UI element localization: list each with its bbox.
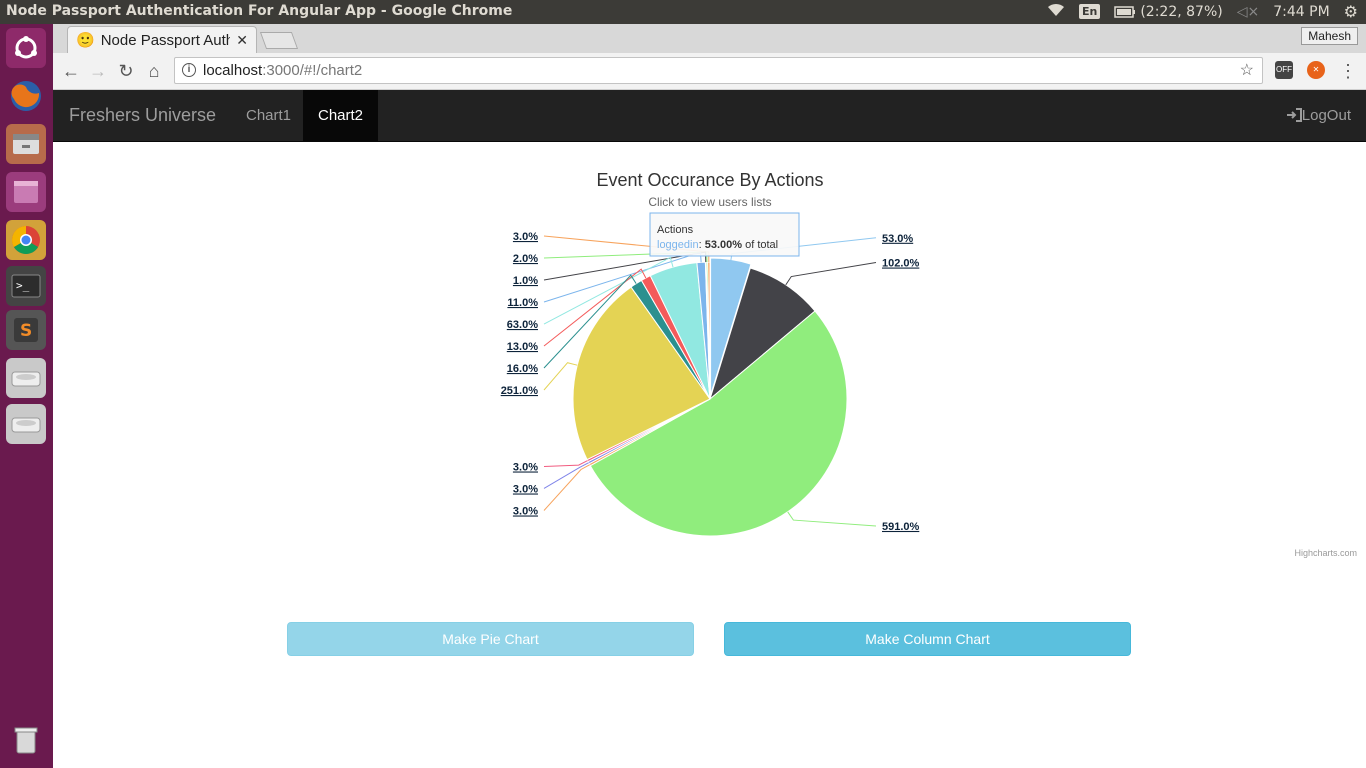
pie-chart: Event Occurance By Actions Click to view… xyxy=(501,170,920,537)
slice-data-label[interactable]: 16.0% xyxy=(507,363,538,375)
profile-button[interactable]: Mahesh xyxy=(1301,27,1358,45)
slice-data-label[interactable]: 591.0% xyxy=(882,521,920,533)
connector-line xyxy=(543,256,674,325)
slice-data-label[interactable]: 2.0% xyxy=(513,253,538,265)
svg-text:S: S xyxy=(20,321,32,341)
chrome-icon[interactable] xyxy=(6,220,46,260)
app-navbar: Freshers Universe Chart1 Chart2 LogOut xyxy=(53,90,1366,142)
tooltip-series: Actions xyxy=(657,224,694,236)
slice-data-label[interactable]: 3.0% xyxy=(513,505,538,517)
pie-slice[interactable] xyxy=(589,310,848,537)
window-title: Node Passport Authentication For Angular… xyxy=(6,3,513,19)
slice-data-label[interactable]: 3.0% xyxy=(513,231,538,243)
chart-subtitle: Click to view users lists xyxy=(648,195,771,209)
terminal-icon[interactable]: >_ xyxy=(6,266,46,306)
slice-data-label[interactable]: 63.0% xyxy=(507,319,538,331)
clock[interactable]: 7:44 PM xyxy=(1273,3,1330,20)
smiley-favicon-icon: 🙂 xyxy=(76,32,95,49)
drive-icon[interactable] xyxy=(6,404,46,444)
extension-off-icon[interactable]: OFF xyxy=(1275,61,1293,79)
extension-icon[interactable]: ✕ xyxy=(1307,61,1325,79)
make-pie-chart-button[interactable]: Make Pie Chart xyxy=(287,622,694,656)
connector-line xyxy=(543,268,647,347)
drive-icon[interactable] xyxy=(6,358,46,398)
svg-text:>_: >_ xyxy=(16,279,30,292)
pie-slice[interactable] xyxy=(572,286,711,461)
chart-title: Event Occurance By Actions xyxy=(596,170,823,190)
connector-line xyxy=(543,464,591,511)
slice-data-label[interactable]: 53.0% xyxy=(882,233,913,245)
back-arrow-icon[interactable]: ← xyxy=(62,61,80,81)
slice-data-label[interactable]: 102.0% xyxy=(882,258,920,270)
workspace-switcher-icon[interactable] xyxy=(6,172,46,212)
battery-text: (2:22, 87%) xyxy=(1140,3,1223,20)
chart-tooltip: Actions loggedin: 53.00% of total xyxy=(649,212,800,257)
system-tray: En (2:22, 87%) ◁× 7:44 PM ⚙ xyxy=(1047,2,1358,21)
bookmark-star-icon[interactable]: ☆ xyxy=(1239,62,1254,79)
tab-strip: 🙂 Node Passport Authentication For Angul… xyxy=(53,24,1366,53)
tooltip-value: 53.00% xyxy=(705,239,743,251)
slice-data-label[interactable]: 1.0% xyxy=(513,275,538,287)
slice-data-label[interactable]: 13.0% xyxy=(507,341,538,353)
unity-launcher: >_ S xyxy=(0,24,53,768)
tab-title: Node Passport Authentication For Angular… xyxy=(100,31,231,49)
firefox-icon[interactable] xyxy=(6,76,46,116)
pie-slice[interactable] xyxy=(709,267,816,401)
url-path: :3000/#!/chart2 xyxy=(262,62,363,79)
slice-data-label[interactable]: 3.0% xyxy=(513,483,538,495)
url-host: localhost xyxy=(203,62,263,79)
connector-line xyxy=(787,511,877,527)
pie-slice[interactable] xyxy=(707,261,711,400)
battery-icon xyxy=(1114,5,1136,18)
volume-muted-icon[interactable]: ◁× xyxy=(1236,3,1260,20)
logout-label: LogOut xyxy=(1301,107,1351,124)
tooltip-line: loggedin: 53.00% of total xyxy=(657,239,778,251)
connector-line xyxy=(543,362,578,391)
battery-indicator[interactable]: (2:22, 87%) xyxy=(1114,3,1223,20)
settings-gear-icon[interactable]: ⚙ xyxy=(1343,2,1358,21)
forward-arrow-icon[interactable]: → xyxy=(89,61,107,81)
files-icon[interactable] xyxy=(6,124,46,164)
make-column-chart-button[interactable]: Make Column Chart xyxy=(724,622,1131,656)
connector-line xyxy=(543,462,589,489)
address-bar[interactable]: i localhost:3000/#!/chart2 ☆ xyxy=(174,57,1263,84)
pie-chart-container: Event Occurance By Actions Click to view… xyxy=(53,142,1366,572)
menu-kebab-icon[interactable]: ⋮ xyxy=(1339,61,1357,81)
close-tab-icon[interactable]: ✕ xyxy=(236,31,248,48)
slice-data-label[interactable]: 3.0% xyxy=(513,461,538,473)
connector-line xyxy=(543,460,588,467)
home-icon[interactable]: ⌂ xyxy=(148,61,160,81)
web-page: Freshers Universe Chart1 Chart2 LogOut E… xyxy=(53,90,1366,768)
reload-icon[interactable]: ↻ xyxy=(118,61,134,81)
nav-chart1[interactable]: Chart1 xyxy=(246,107,292,124)
site-info-icon[interactable]: i xyxy=(182,63,196,77)
browser-toolbar: ← → ↻ ⌂ i localhost:3000/#!/chart2 ☆ OFF… xyxy=(53,53,1366,90)
os-top-bar: Node Passport Authentication For Angular… xyxy=(0,0,1366,24)
logout-link[interactable]: LogOut xyxy=(1286,90,1351,141)
tooltip-point: loggedin xyxy=(657,239,699,251)
slice-data-label[interactable]: 11.0% xyxy=(507,297,538,309)
browser-window: 🙂 Node Passport Authentication For Angul… xyxy=(53,24,1366,768)
sublime-text-icon[interactable]: S xyxy=(6,310,46,350)
connector-line xyxy=(543,274,637,369)
tooltip-suffix: of total xyxy=(742,239,778,251)
connector-line xyxy=(785,262,877,286)
new-tab-button[interactable] xyxy=(259,32,299,49)
keyboard-layout-indicator[interactable]: En xyxy=(1078,4,1101,19)
ubuntu-dash-icon[interactable] xyxy=(6,28,46,68)
highcharts-credits-link[interactable]: Highcharts.com xyxy=(1294,548,1357,558)
brand-link[interactable]: Freshers Universe xyxy=(69,105,217,125)
wifi-icon[interactable] xyxy=(1047,3,1065,21)
nav-chart2[interactable]: Chart2 xyxy=(303,90,379,141)
logout-icon xyxy=(1286,108,1302,122)
slice-data-label[interactable]: 251.0% xyxy=(501,385,539,397)
browser-tab[interactable]: 🙂 Node Passport Authentication For Angul… xyxy=(67,26,257,53)
trash-icon[interactable] xyxy=(6,720,46,760)
